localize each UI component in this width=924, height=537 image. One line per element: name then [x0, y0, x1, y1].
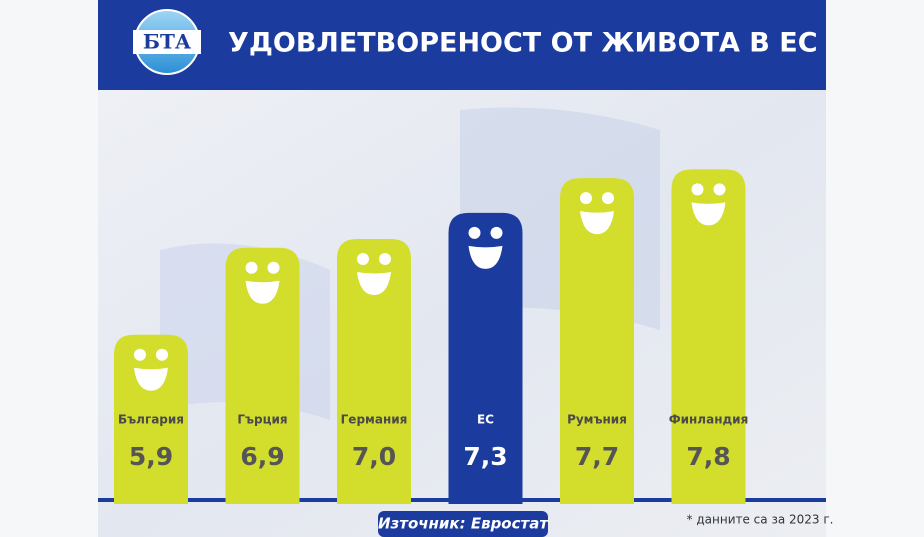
smiley-eye: [267, 261, 280, 274]
smiley-eye: [357, 253, 369, 265]
smiley-mouth: [468, 245, 503, 269]
category-label: Германия: [341, 413, 408, 427]
smiley-eye: [245, 261, 258, 274]
bar: [225, 247, 300, 504]
smiley-eye: [468, 226, 481, 239]
bar: [337, 239, 411, 504]
value-label: 5,9: [129, 442, 173, 471]
smiley-eye: [713, 183, 726, 196]
logo-text: БТА: [143, 30, 192, 54]
smiley-mouth: [357, 272, 391, 295]
chart-title: УДОВЛЕТВОРЕНОСТ ОТ ЖИВОТА В ЕС: [228, 28, 818, 59]
value-label: 7,0: [352, 442, 396, 471]
smiley-eye: [602, 192, 614, 205]
smiley-eye: [134, 348, 146, 361]
smiley-mouth: [691, 202, 726, 226]
category-label: Румъния: [567, 413, 627, 427]
value-label: 6,9: [240, 442, 284, 471]
source: Източник: Евростат: [378, 515, 549, 533]
smiley-mouth: [580, 211, 614, 235]
bar: [114, 334, 188, 504]
category-label: България: [118, 413, 184, 427]
source-box: [378, 511, 548, 537]
smiley-eye: [490, 226, 503, 239]
bar: [448, 212, 523, 504]
smiley-mouth: [245, 280, 280, 304]
bar: [560, 178, 634, 504]
smiley-eye: [691, 183, 704, 196]
header: [98, 0, 826, 90]
category-label: Финландия: [669, 413, 749, 427]
category-label: Гърция: [237, 413, 287, 427]
value-label: 7,3: [463, 442, 507, 471]
bar: [671, 169, 746, 504]
value-label: 7,7: [575, 442, 619, 471]
value-label: 7,8: [686, 442, 730, 471]
smiley-eye: [156, 348, 168, 361]
logo-band: [133, 30, 201, 54]
note: * данните са за 2023 г.: [687, 513, 834, 527]
smiley-eye: [580, 192, 592, 205]
smiley-mouth: [134, 367, 168, 391]
smiley-eye: [379, 253, 391, 265]
category-label: ЕС: [477, 413, 494, 427]
